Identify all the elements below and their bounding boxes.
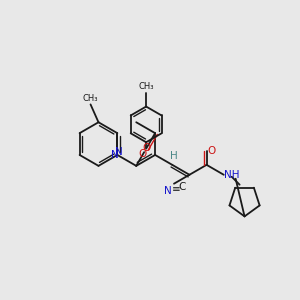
Text: O: O	[207, 146, 216, 156]
Text: N: N	[116, 147, 123, 157]
Text: O: O	[138, 148, 146, 159]
Text: CH₃: CH₃	[83, 94, 98, 103]
Text: O: O	[142, 143, 150, 153]
Text: CH₃: CH₃	[138, 82, 154, 91]
Text: NH: NH	[224, 170, 239, 180]
Text: C: C	[178, 182, 186, 192]
Text: N: N	[110, 150, 118, 160]
Text: ≡: ≡	[172, 184, 180, 194]
Text: H: H	[170, 151, 178, 161]
Text: N: N	[164, 186, 172, 196]
